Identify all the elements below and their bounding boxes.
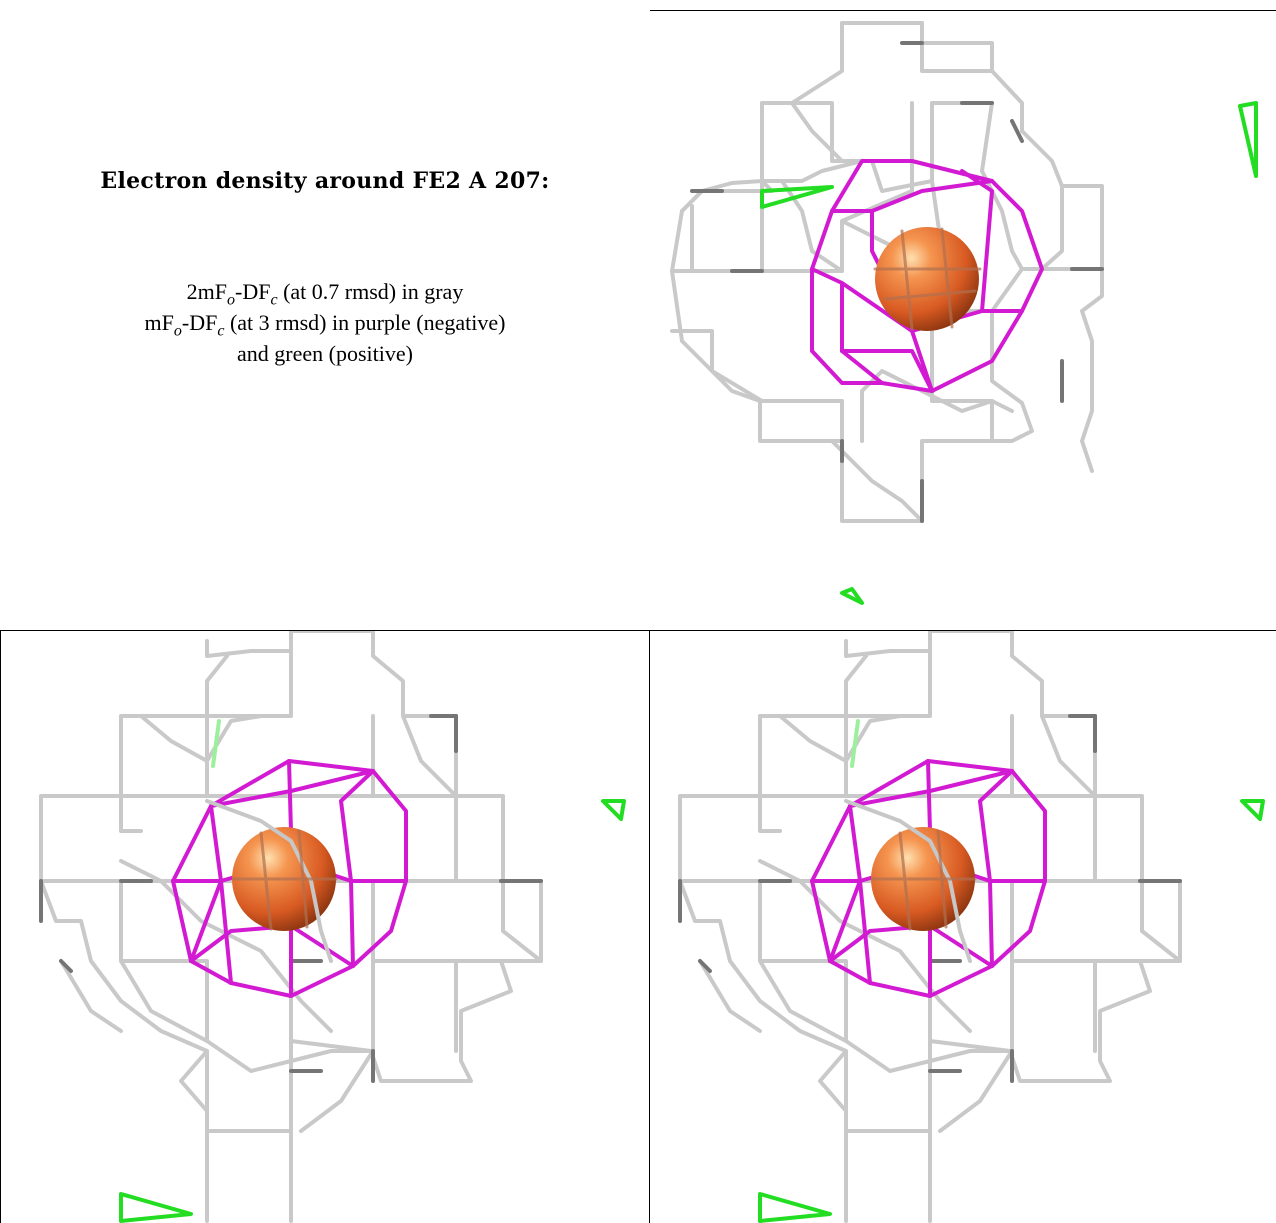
caption-title: Electron density around FE2 A 207: — [100, 168, 550, 194]
density-render-3 — [678, 631, 1265, 1223]
density-view-top-right — [650, 11, 1276, 630]
grid-horizontal-divider — [0, 630, 1276, 631]
density-render-1 — [670, 21, 1258, 605]
legend-line-2fofc: 2mFo-DFc (at 0.7 rmsd) in gray — [186, 279, 464, 309]
mesh-fofc-positive — [760, 101, 1258, 605]
caption-cell: Electron density around FE2 A 207: 2mFo-… — [0, 0, 650, 630]
density-render-2 — [39, 631, 626, 1223]
mesh-fofc-positive — [119, 719, 626, 1223]
legend-line-positive: and green (positive) — [237, 341, 413, 366]
legend-line-fofc: mFo-DFc (at 3 rmsd) in purple (negative) — [144, 310, 506, 340]
fe-atom-sphere — [875, 227, 979, 331]
mesh-2fofc — [39, 631, 543, 1223]
density-view-bottom-right — [650, 631, 1276, 1223]
mesh-2fofc-dark — [690, 41, 1104, 523]
mesh-fofc-positive — [758, 719, 1265, 1223]
mesh-fofc-negative — [171, 759, 408, 998]
mesh-over-atom — [873, 227, 982, 331]
mesh-2fofc-dark — [39, 714, 543, 1083]
caption-legend: 2mFo-DFc (at 0.7 rmsd) in gray mFo-DFc (… — [0, 276, 650, 369]
density-view-bottom-left — [1, 631, 649, 1223]
mesh-2fofc-dark — [678, 714, 1182, 1083]
